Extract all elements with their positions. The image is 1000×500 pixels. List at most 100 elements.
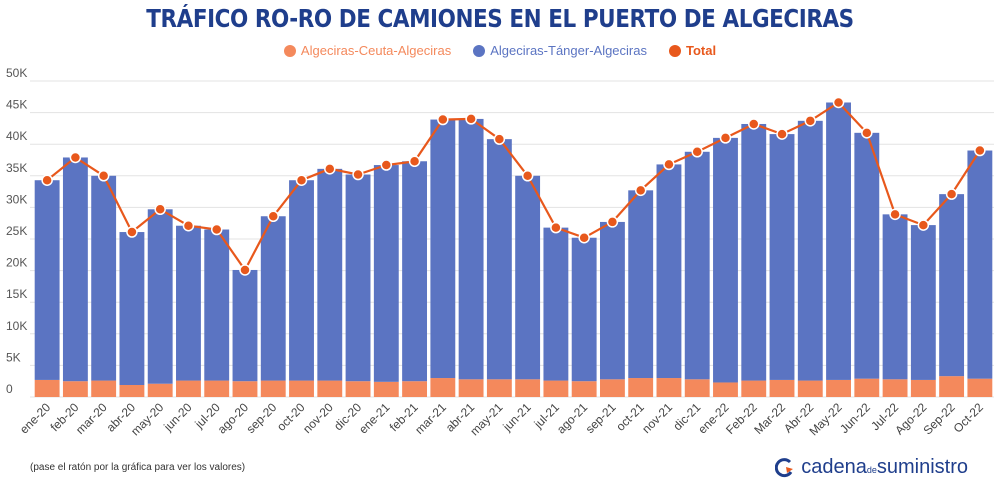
bar-tanger <box>571 237 597 382</box>
y-tick-label: 5K <box>6 350 21 364</box>
bar-tanger <box>939 194 965 377</box>
total-point <box>41 174 53 186</box>
bar-ceuta <box>232 381 258 397</box>
bar-ceuta <box>656 378 682 397</box>
bar-ceuta <box>260 380 286 397</box>
total-point <box>663 158 675 171</box>
bar-ceuta <box>628 378 654 397</box>
x-tick-label: sep-21 <box>583 400 619 436</box>
legend-dot-total <box>668 44 681 57</box>
bar-tanger <box>458 118 484 380</box>
total-point <box>550 221 562 234</box>
total-point <box>493 133 506 145</box>
total-point <box>437 113 449 126</box>
bar-ceuta <box>684 379 710 397</box>
bar-ceuta <box>430 378 456 397</box>
bar-tanger <box>260 216 286 381</box>
total-point <box>465 113 477 125</box>
x-tick-label: ene-20 <box>17 400 54 437</box>
bar-tanger <box>289 180 314 381</box>
bar-ceuta <box>854 378 880 397</box>
bar-ceuta <box>910 379 936 397</box>
bar-tanger <box>62 157 88 382</box>
total-point <box>126 226 138 238</box>
bar-ceuta <box>317 380 343 397</box>
total-point <box>239 264 251 276</box>
bar-tanger <box>910 225 936 380</box>
total-point <box>634 184 647 197</box>
total-point <box>578 231 590 244</box>
bar-tanger <box>769 134 795 380</box>
chart-title: TRÁFICO RO-RO DE CAMIONES EN EL PUERTO D… <box>146 4 854 33</box>
y-tick-label: 15K <box>6 287 27 301</box>
bar-ceuta <box>147 383 173 397</box>
bar-ceuta <box>34 379 60 397</box>
y-tick-label: 0 <box>6 382 13 396</box>
bar-ceuta <box>797 380 823 397</box>
total-point <box>352 168 364 181</box>
x-tick-label: May-22 <box>806 400 844 438</box>
total-point <box>380 159 393 171</box>
bar-ceuta <box>402 381 428 397</box>
bar-tanger <box>967 150 993 379</box>
bar-ceuta <box>91 380 117 397</box>
x-tick-label: ene-21 <box>356 400 393 437</box>
bar-tanger <box>826 102 851 380</box>
x-tick-label: may-21 <box>467 400 505 438</box>
bar-tanger <box>882 214 908 380</box>
bar-tanger <box>204 229 230 381</box>
bar-ceuta <box>176 380 201 397</box>
bar-tanger <box>543 227 569 381</box>
bar-tanger <box>486 139 512 380</box>
total-point <box>945 188 958 200</box>
legend-dot-ceuta <box>283 44 296 57</box>
bar-ceuta <box>204 380 230 397</box>
x-tick-label: jun-21 <box>500 400 534 434</box>
logo-icon <box>775 457 794 477</box>
total-point <box>408 155 421 168</box>
bar-tanger <box>797 120 823 381</box>
legend-item-total[interactable]: Total <box>668 43 717 58</box>
bar-ceuta <box>62 381 88 397</box>
total-line <box>46 101 981 273</box>
total-point <box>324 163 336 175</box>
y-tick-label: 30K <box>6 192 27 206</box>
x-tick-label: nov-21 <box>639 400 675 436</box>
legend-label-ceuta: Algeciras-Ceuta-Algeciras <box>300 43 452 58</box>
legend-item-tanger[interactable]: Algeciras-Tánger-Algeciras <box>473 43 647 58</box>
x-tick-label: Oct-22 <box>951 400 987 436</box>
brand-logo: cadenadesuministro <box>775 456 968 479</box>
total-point <box>210 223 223 236</box>
bar-tanger <box>317 168 343 381</box>
total-point <box>182 219 195 232</box>
bar-ceuta <box>826 379 851 397</box>
legend: Algeciras-Ceuta-Algeciras Algeciras-Táng… <box>0 43 1000 58</box>
bar-ceuta <box>515 379 541 397</box>
total-point <box>804 115 817 127</box>
bar-tanger <box>628 190 654 379</box>
legend-label-total: Total <box>685 43 717 58</box>
bar-ceuta <box>599 379 625 397</box>
x-tick-label: jun-20 <box>160 400 194 434</box>
total-point <box>69 151 82 164</box>
bar-ceuta <box>741 380 767 397</box>
x-tick-label: Mar-22 <box>751 400 788 437</box>
y-tick-label: 10K <box>6 319 27 333</box>
total-point <box>719 132 732 144</box>
bar-tanger <box>402 161 428 382</box>
y-tick-label: 35K <box>6 161 27 175</box>
bar-ceuta <box>458 379 484 397</box>
legend-item-ceuta[interactable]: Algeciras-Ceuta-Algeciras <box>283 43 452 58</box>
x-tick-label: Jun-22 <box>837 400 873 436</box>
bar-ceuta <box>289 380 314 397</box>
total-point <box>295 174 308 186</box>
bar-tanger <box>176 225 201 381</box>
total-point <box>974 144 986 157</box>
total-point <box>154 203 166 216</box>
bar-tanger <box>741 123 767 381</box>
bar-tanger <box>854 132 880 379</box>
total-point <box>889 208 901 221</box>
x-tick-label: mar-21 <box>412 400 449 437</box>
bar-tanger <box>684 151 710 380</box>
